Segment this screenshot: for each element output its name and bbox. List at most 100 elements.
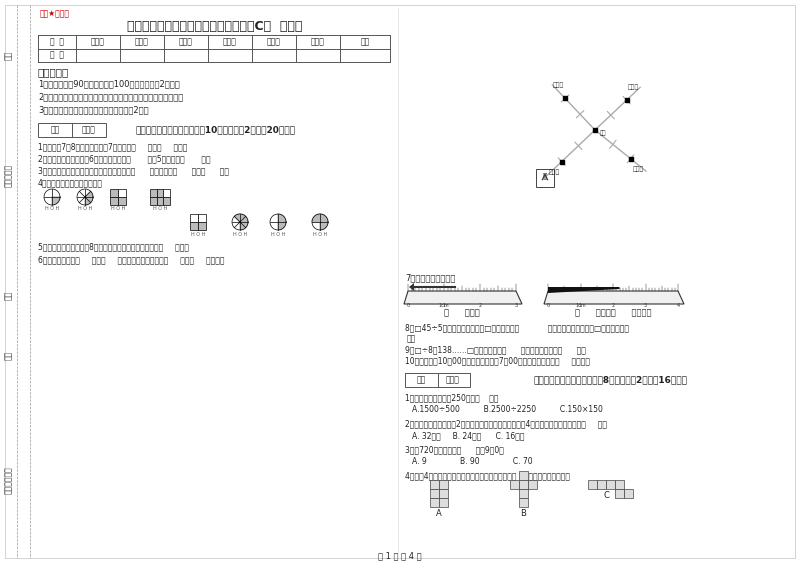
- Text: 1、下面的结果刚好是250的是（    ）。: 1、下面的结果刚好是250的是（ ）。: [405, 393, 498, 402]
- Bar: [118, 197, 126, 205]
- Polygon shape: [278, 214, 286, 222]
- Bar: [615, 480, 624, 489]
- Text: H O H: H O H: [271, 232, 285, 237]
- Bar: [536, 170, 554, 188]
- Text: 学校: 学校: [600, 131, 606, 136]
- Text: A. 9              B. 90              C. 70: A. 9 B. 90 C. 70: [412, 458, 533, 467]
- Bar: [597, 480, 606, 489]
- Bar: [439, 489, 448, 498]
- Bar: [405, 373, 470, 387]
- Text: H O H: H O H: [233, 232, 247, 237]
- Polygon shape: [278, 222, 286, 230]
- Text: 总分: 总分: [360, 37, 370, 46]
- Text: 选择题: 选择题: [135, 37, 149, 46]
- Text: 2: 2: [611, 303, 614, 308]
- Bar: [519, 498, 528, 507]
- Text: 综合题: 综合题: [267, 37, 281, 46]
- Text: 判断题: 判断题: [179, 37, 193, 46]
- Text: A.1500÷500          B.2500÷2250          C.150×150: A.1500÷500 B.2500÷2250 C.150×150: [412, 406, 603, 415]
- Bar: [519, 471, 528, 480]
- Text: 1、考试时间：90分钟，满分为100分（含卷面分2分）。: 1、考试时间：90分钟，满分为100分（含卷面分2分）。: [38, 80, 180, 89]
- Bar: [190, 222, 198, 230]
- Text: 学号: 学号: [3, 50, 13, 60]
- Text: 1cm: 1cm: [575, 303, 586, 308]
- Text: A. 32厘米     B. 24厘米      C. 16厘米: A. 32厘米 B. 24厘米 C. 16厘米: [412, 432, 525, 441]
- Polygon shape: [240, 216, 248, 222]
- Text: 小刚家: 小刚家: [553, 82, 564, 88]
- Text: 9、□÷8＝138……□，余数最大填（      ），这时被除数是（      ）。: 9、□÷8＝138……□，余数最大填（ ），这时被除数是（ ）。: [405, 346, 586, 354]
- Bar: [430, 489, 439, 498]
- Text: 3、在进位加法中，不管哪一位上的数相加满（      ），都要向（      ）进（      ）。: 3、在进位加法中，不管哪一位上的数相加满（ ），都要向（ ）进（ ）。: [38, 167, 229, 176]
- Polygon shape: [85, 197, 93, 203]
- Text: 填空题: 填空题: [91, 37, 105, 46]
- Polygon shape: [312, 214, 320, 222]
- Polygon shape: [240, 222, 248, 228]
- Text: 得分: 得分: [50, 125, 60, 134]
- Bar: [624, 489, 633, 498]
- Text: 3: 3: [514, 303, 518, 308]
- Text: 小红家: 小红家: [549, 170, 560, 175]
- Text: 1cm: 1cm: [438, 303, 450, 308]
- Text: H O H: H O H: [153, 206, 167, 211]
- Bar: [439, 480, 448, 489]
- Text: 2、一个正方形的边长是2厘米，现在将边长扩大到原来的4倍，现在正方形的周长是（     ）。: 2、一个正方形的边长是2厘米，现在将边长扩大到原来的4倍，现在正方形的周长是（ …: [405, 419, 607, 428]
- Text: 3、从720里连续减去（      ）个9后0。: 3、从720里连续减去（ ）个9后0。: [405, 445, 504, 454]
- Text: A: A: [436, 510, 442, 519]
- Text: 考试须知：: 考试须知：: [38, 67, 70, 77]
- Text: 北: 北: [543, 172, 547, 179]
- Bar: [439, 498, 448, 507]
- Bar: [157, 189, 163, 197]
- Text: （密封线）: （密封线）: [3, 163, 13, 186]
- Bar: [615, 489, 624, 498]
- Text: 小强家: 小强家: [628, 84, 639, 90]
- Text: 学费（家庭）: 学费（家庭）: [3, 466, 13, 494]
- Text: 得  分: 得 分: [50, 51, 64, 60]
- Bar: [519, 489, 528, 498]
- Text: 评卷人: 评卷人: [446, 376, 460, 385]
- Polygon shape: [234, 214, 240, 222]
- Text: 第 1 页 共 4 页: 第 1 页 共 4 页: [378, 551, 422, 560]
- Text: 10、小林晚上10：00睡觉，第二天早上7：00起床，他一共睡了（     ）小时。: 10、小林晚上10：00睡觉，第二天早上7：00起床，他一共睡了（ ）小时。: [405, 357, 590, 366]
- Bar: [430, 480, 439, 489]
- Text: 小明家: 小明家: [633, 166, 644, 172]
- Polygon shape: [85, 197, 90, 205]
- Text: 2: 2: [478, 303, 482, 308]
- Text: 计算题: 计算题: [223, 37, 237, 46]
- Text: 班级: 班级: [3, 290, 13, 299]
- Bar: [190, 214, 198, 222]
- Polygon shape: [320, 214, 328, 222]
- Text: 4、下列4个图形中，每个小正方形都一样大，那么（     ）图形的周长最长。: 4、下列4个图形中，每个小正方形都一样大，那么（ ）图形的周长最长。: [405, 472, 570, 480]
- Text: 1、时针在7和8之间，分针指向7，这时是（     ）时（     ）分。: 1、时针在7和8之间，分针指向7，这时是（ ）时（ ）分。: [38, 142, 187, 151]
- Text: H O H: H O H: [111, 206, 125, 211]
- Text: H O H: H O H: [45, 206, 59, 211]
- Bar: [110, 189, 118, 197]
- Text: 1: 1: [579, 303, 582, 308]
- Bar: [163, 197, 170, 205]
- Bar: [528, 480, 537, 489]
- Text: （      ）毫米: （ ）毫米: [444, 308, 480, 318]
- Bar: [510, 480, 519, 489]
- Text: 二、反复比较，慎重选择（共8小题，每题2分，共16分）。: 二、反复比较，慎重选择（共8小题，每题2分，共16分）。: [533, 376, 687, 385]
- Text: 应用题: 应用题: [311, 37, 325, 46]
- Text: C: C: [603, 492, 609, 501]
- Bar: [110, 197, 118, 205]
- Polygon shape: [85, 192, 93, 197]
- Text: 2、把一根绳子平均分成6份，每份是它的（       ），5份是它的（       ）。: 2、把一根绳子平均分成6份，每份是它的（ ），5份是它的（ ）。: [38, 154, 210, 163]
- Bar: [519, 480, 528, 489]
- Text: （      ）厘米（      ）毫米。: （ ）厘米（ ）毫米。: [574, 308, 651, 318]
- Polygon shape: [548, 287, 619, 293]
- Text: 4: 4: [677, 303, 679, 308]
- Text: 评卷人: 评卷人: [82, 125, 96, 134]
- Text: 趣题★自用图: 趣题★自用图: [40, 10, 70, 19]
- Bar: [150, 189, 157, 197]
- Polygon shape: [320, 222, 328, 230]
- Polygon shape: [409, 283, 414, 291]
- Bar: [588, 480, 597, 489]
- Bar: [38, 123, 106, 137]
- Bar: [157, 197, 163, 205]
- Text: 姓名: 姓名: [3, 350, 13, 360]
- Text: 4、看图写分数，并比较大小。: 4、看图写分数，并比较大小。: [38, 179, 103, 188]
- Polygon shape: [544, 291, 684, 304]
- Text: 7、量出钉子的长度。: 7、量出钉子的长度。: [405, 273, 455, 282]
- Text: 江苏版三年级数学下学期开学检测试题C卷  附解析: 江苏版三年级数学下学期开学检测试题C卷 附解析: [127, 20, 302, 33]
